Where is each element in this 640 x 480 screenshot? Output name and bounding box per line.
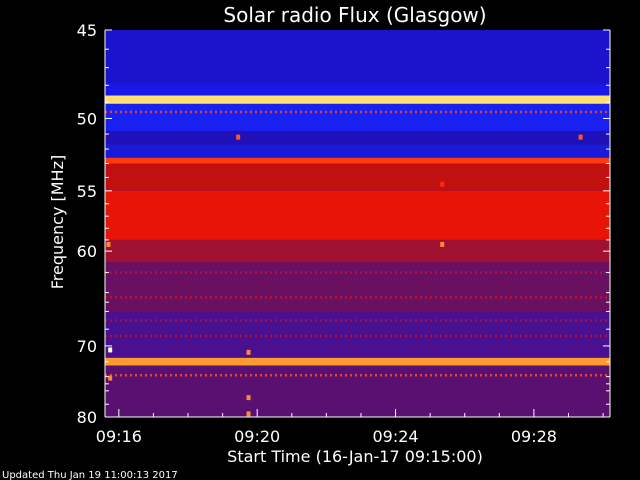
intensity-band xyxy=(105,163,610,191)
plot-area xyxy=(104,30,611,418)
burst-spot xyxy=(106,241,111,247)
intensity-band xyxy=(105,311,610,358)
intensity-band xyxy=(105,157,610,164)
intensity-band xyxy=(105,83,610,96)
burst-spot xyxy=(108,347,113,353)
burst-spot xyxy=(578,134,583,140)
y-axis-label: Frequency [MHz] xyxy=(48,155,67,289)
intensity-band xyxy=(105,103,610,131)
burst-spot xyxy=(246,395,251,401)
intensity-band xyxy=(105,144,610,158)
x-tick-label: 09:20 xyxy=(234,427,280,446)
intensity-band xyxy=(105,262,610,312)
burst-spot xyxy=(236,134,241,140)
y-tick-label: 70 xyxy=(77,337,97,356)
intensity-band xyxy=(105,130,610,145)
y-tick-label: 45 xyxy=(77,21,97,40)
x-tick-label: 09:16 xyxy=(96,427,142,446)
burst-spot xyxy=(246,349,251,355)
intensity-band xyxy=(105,190,610,240)
burst-spot xyxy=(440,241,445,247)
x-axis-label: Start Time (16-Jan-17 09:15:00) xyxy=(227,447,483,466)
y-tick-label: 55 xyxy=(77,182,97,201)
x-axis: 09:16 09:20 09:24 09:28 xyxy=(96,409,604,446)
burst-spot xyxy=(440,181,445,187)
y-tick-label: 80 xyxy=(77,408,97,427)
y-tick-label: 50 xyxy=(77,109,97,128)
intensity-band xyxy=(105,95,610,104)
burst-spot xyxy=(108,375,113,381)
y-tick-label: 60 xyxy=(77,242,97,261)
x-tick-label: 09:28 xyxy=(511,427,557,446)
updated-timestamp: Updated Thu Jan 19 11:00:13 2017 xyxy=(2,470,178,480)
intensity-band xyxy=(105,357,610,366)
burst-spot xyxy=(246,411,251,417)
y-axis: 45 50 55 60 70 80 xyxy=(77,21,610,427)
chart-title: Solar radio Flux (Glasgow) xyxy=(223,3,486,27)
x-tick-label: 09:24 xyxy=(372,427,418,446)
intensity-band xyxy=(105,30,610,84)
intensity-band xyxy=(105,239,610,263)
